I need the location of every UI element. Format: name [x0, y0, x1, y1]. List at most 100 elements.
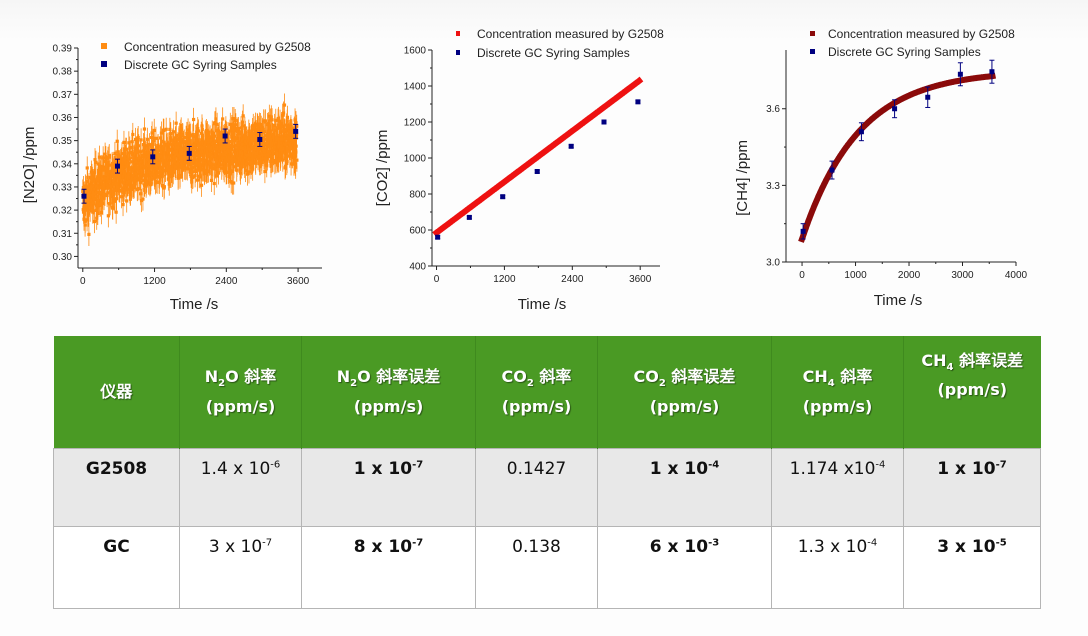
n2o-y-tick-label: 0.34	[53, 159, 73, 170]
g2508-point	[155, 180, 159, 184]
gc-sample-point	[293, 128, 299, 134]
cell-ch4-slope: 1.174 x10-4	[771, 448, 904, 527]
g2508-point	[240, 124, 245, 128]
n2o-x-tick-label: 2400	[215, 276, 238, 287]
co2-legend-marker-gc	[456, 50, 460, 55]
co2-y-tick-label: 1000	[404, 154, 427, 165]
g2508-point	[232, 181, 236, 185]
g2508-point	[224, 126, 228, 130]
g2508-point	[103, 186, 107, 190]
g2508-point	[174, 121, 178, 125]
gc-sample-point	[257, 136, 263, 142]
g2508-point	[274, 160, 278, 164]
g2508-point	[281, 111, 286, 115]
g2508-point	[144, 182, 148, 186]
cell-instrument: GC	[53, 526, 180, 609]
ch4-y-tick-label: 3.6	[766, 104, 780, 115]
co2-x-tick-label: 0	[434, 274, 440, 285]
g2508-point	[100, 179, 104, 183]
n2o-series-gc	[81, 123, 299, 204]
g2508-point	[128, 150, 132, 154]
n2o-chart: 0 1200 2400 3600 0.30 0.31 0.32 0.33 0.34 0.35 0.3…	[21, 40, 322, 313]
g2508-point	[85, 166, 89, 170]
gc-sample-point	[435, 234, 441, 240]
g2508-point	[210, 138, 214, 142]
g2508-point	[232, 165, 236, 169]
g2508-point	[112, 197, 116, 201]
g2508-point	[270, 149, 275, 153]
g2508-point	[152, 128, 156, 133]
g2508-point	[124, 176, 128, 180]
co2-y-tick-label: 400	[409, 262, 426, 273]
ch4-y-tick-label: 3.3	[766, 181, 780, 192]
g2508-point	[132, 168, 136, 172]
g2508-point	[289, 146, 293, 151]
g2508-point	[175, 148, 179, 152]
ch4-x-tick-label: 3000	[951, 270, 974, 281]
g2508-point	[267, 114, 271, 118]
g2508-point	[189, 133, 193, 137]
g2508-point	[199, 163, 203, 167]
g2508-point	[106, 160, 110, 165]
g2508-point	[248, 141, 252, 146]
g2508-point	[146, 173, 150, 177]
g2508-point	[138, 150, 142, 154]
g2508-point	[265, 157, 269, 161]
g2508-point	[142, 144, 146, 148]
g2508-point	[113, 151, 117, 156]
g2508-trace	[432, 76, 644, 237]
g2508-point	[233, 118, 237, 123]
g2508-point	[141, 197, 145, 201]
g2508-point	[272, 123, 277, 128]
g2508-point	[82, 217, 86, 221]
g2508-point	[271, 158, 275, 163]
g2508-point	[274, 145, 278, 149]
n2o-series-g2508	[81, 93, 299, 246]
cell-instrument: G2508	[53, 448, 180, 527]
g2508-point	[286, 126, 290, 130]
g2508-point	[294, 165, 298, 169]
g2508-point	[130, 176, 134, 180]
g2508-point	[216, 171, 221, 175]
g2508-point	[251, 131, 255, 136]
g2508-point	[210, 166, 215, 170]
g2508-point	[93, 158, 97, 162]
g2508-point	[243, 126, 247, 130]
g2508-point	[295, 158, 299, 162]
n2o-y-tick-label: 0.33	[53, 182, 73, 193]
header-ch4-slope-error: CH4 斜率误差 (ppm/s)	[903, 336, 1041, 449]
g2508-point	[199, 183, 204, 187]
g2508-point	[91, 209, 95, 213]
g2508-point	[168, 127, 172, 131]
g2508-point	[280, 124, 284, 129]
g2508-point	[251, 123, 255, 128]
g2508-point	[134, 172, 139, 176]
g2508-point	[224, 152, 228, 157]
g2508-point	[99, 167, 103, 172]
g2508-point	[150, 131, 154, 135]
co2-x-tick-label: 3600	[629, 274, 652, 285]
g2508-point	[123, 178, 128, 182]
g2508-point	[96, 162, 100, 166]
g2508-point	[114, 210, 118, 214]
header-n2o-slope-error: N2O 斜率误差 (ppm/s)	[301, 336, 476, 449]
g2508-point	[196, 127, 200, 131]
g2508-point	[178, 173, 182, 178]
g2508-point	[83, 205, 87, 209]
header-co2-slope: CO2 斜率 (ppm/s)	[475, 336, 598, 449]
g2508-point	[107, 170, 112, 174]
g2508-point	[215, 174, 219, 178]
n2o-y-tick-label: 0.39	[53, 44, 73, 55]
g2508-point	[275, 138, 279, 142]
g2508-point	[122, 140, 126, 144]
g2508-point	[268, 118, 273, 122]
g2508-point	[132, 156, 136, 160]
g2508-point	[238, 132, 242, 136]
top-band	[0, 0, 1088, 40]
gc-sample-point	[957, 71, 963, 77]
g2508-point	[160, 183, 164, 187]
g2508-point	[205, 163, 209, 167]
g2508-point	[213, 134, 217, 138]
g2508-point	[173, 137, 178, 142]
g2508-point	[179, 129, 183, 133]
